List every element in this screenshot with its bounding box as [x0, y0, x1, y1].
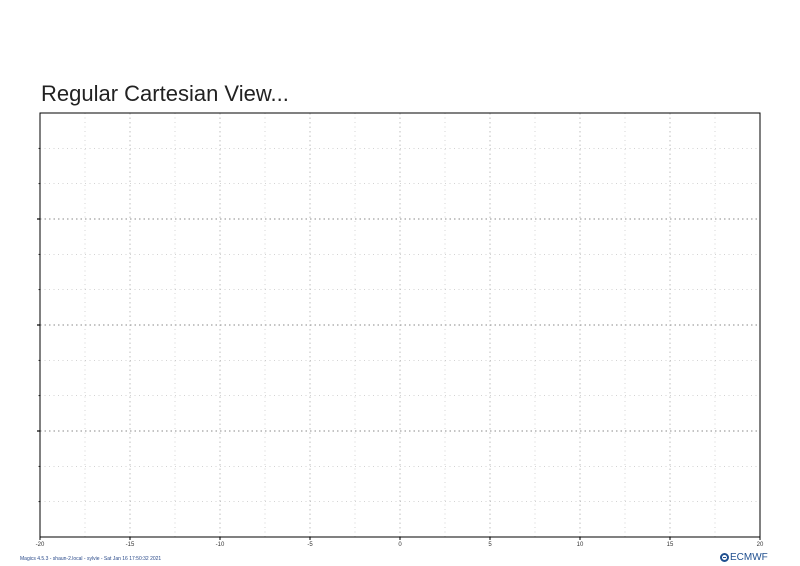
tick-layer: -20 -15 -10 -5 0 5 10 15 20 [36, 147, 764, 548]
grid-layer [40, 113, 760, 537]
x-tick-label: -5 [307, 542, 313, 548]
x-tick-label: -10 [216, 542, 225, 548]
chart-title: Regular Cartesian View... [41, 81, 289, 106]
ecmwf-logo-text: ECMWF [730, 551, 768, 563]
ecmwf-logo-icon [720, 552, 729, 562]
x-tick-label: -20 [36, 542, 45, 548]
footer-info: Magics 4.5.3 - shaun-2.local - sylvie - … [20, 556, 162, 562]
x-tick-label: 15 [667, 542, 674, 548]
x-tick-label: -15 [126, 542, 135, 548]
x-tick-label: 5 [488, 542, 492, 548]
ecmwf-logo: ECMWF [720, 550, 768, 564]
x-tick-label: 20 [757, 542, 764, 548]
x-tick-label: 10 [577, 542, 584, 548]
x-tick-label: 0 [398, 542, 402, 548]
